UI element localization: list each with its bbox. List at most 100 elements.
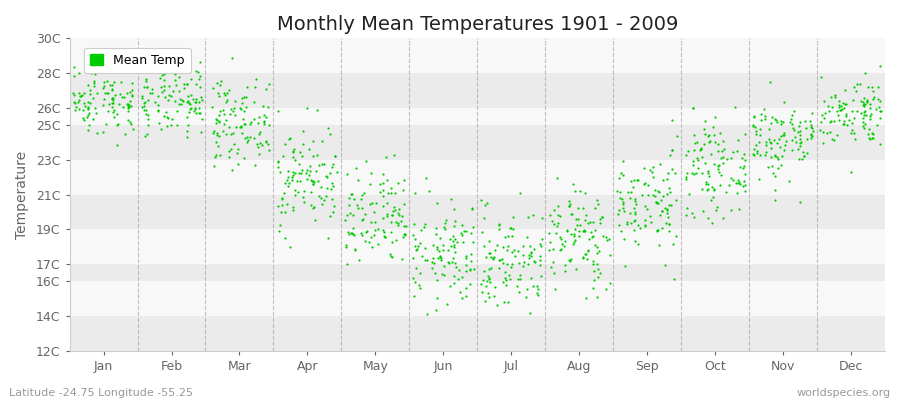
Point [492,256,507,263]
Point [418,175,433,181]
Point [614,228,628,234]
Point [686,158,700,164]
Point [547,270,562,276]
Point [381,190,395,196]
Point [248,162,263,168]
Point [726,149,741,155]
Point [420,256,435,263]
Point [505,233,519,239]
Point [242,121,256,127]
Point [763,78,778,85]
Point [832,102,846,108]
Point [351,177,365,184]
Point [818,110,832,116]
Point [857,112,871,118]
Point [218,92,232,98]
Point [845,120,859,126]
Point [216,128,230,135]
Point [569,216,583,222]
Point [669,197,683,203]
Point [274,195,289,202]
Point [793,139,807,145]
Point [737,182,751,189]
Point [589,226,603,233]
Point [767,136,781,143]
Point [360,228,374,234]
Point [250,141,265,148]
Point [586,219,600,225]
Point [854,98,868,104]
Point [521,214,535,220]
Point [209,116,223,122]
Point [728,180,742,186]
Point [234,124,248,130]
Point [285,149,300,155]
Point [503,225,517,232]
Point [344,191,358,197]
Point [125,93,140,99]
Point [437,271,452,278]
Point [620,221,634,228]
Point [500,246,514,253]
Point [124,103,139,110]
Point [838,100,852,107]
Point [662,185,676,192]
Point [644,219,658,226]
Point [310,107,325,114]
Point [235,130,249,136]
Point [180,114,194,121]
Point [80,82,94,88]
Point [737,188,751,194]
Point [155,88,169,95]
Point [105,96,120,103]
Point [122,98,137,104]
Point [627,211,642,217]
Point [600,237,615,244]
Point [408,279,422,286]
Point [112,101,126,108]
Point [824,118,839,124]
Point [651,226,665,233]
Point [868,105,883,112]
Point [278,209,293,216]
Point [446,255,460,261]
Point [175,96,189,103]
Point [860,98,874,105]
Point [134,92,148,99]
Point [495,256,509,262]
Point [562,203,576,209]
Point [221,124,236,130]
Point [139,76,153,82]
Point [183,105,197,112]
Point [81,98,95,105]
Point [306,205,320,211]
Point [328,152,342,159]
Point [873,108,887,114]
Point [436,242,450,248]
Point [499,282,513,288]
Point [624,195,638,201]
Point [438,226,453,232]
Point [429,276,444,283]
Point [842,116,856,123]
Point [308,217,322,223]
Point [665,241,680,247]
Point [506,226,520,232]
Point [339,212,354,218]
Point [256,119,271,125]
Point [645,163,660,170]
Point [862,105,877,112]
Point [394,218,409,224]
Point [157,113,171,119]
Point [232,124,247,130]
Point [386,204,400,211]
Point [395,256,410,263]
Point [628,198,643,204]
Point [376,171,391,177]
Point [832,104,846,110]
Point [80,104,94,110]
Point [737,157,751,163]
Point [439,216,454,223]
Point [447,223,462,229]
Point [480,200,494,206]
